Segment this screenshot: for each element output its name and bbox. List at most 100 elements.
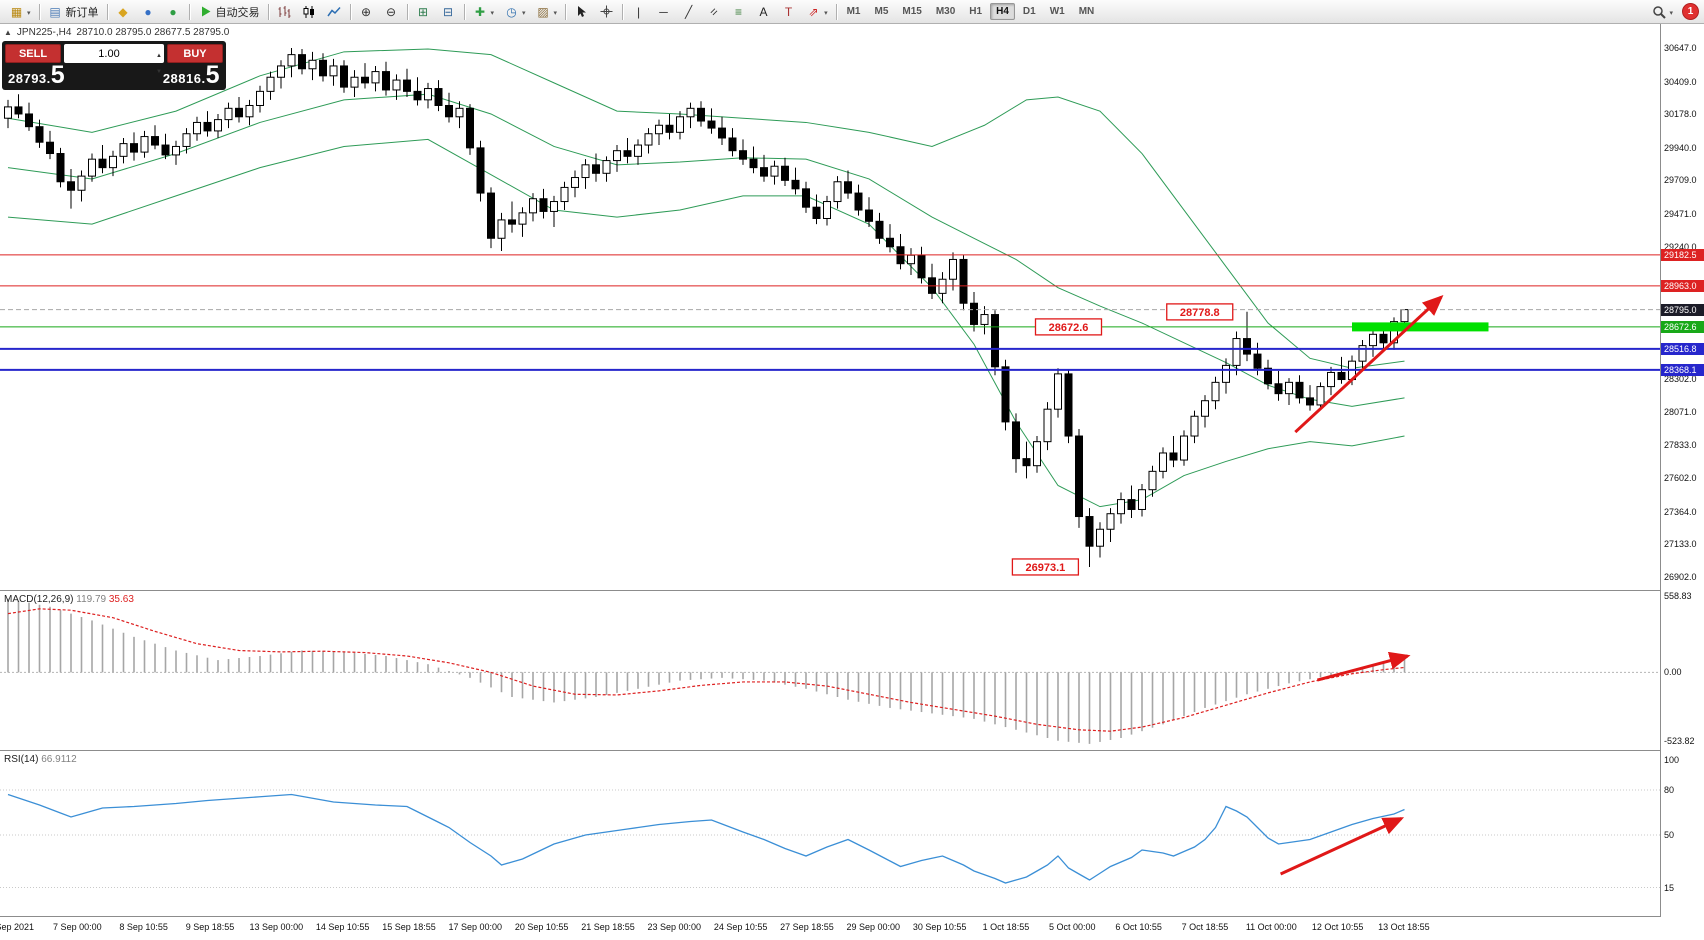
notification-badge[interactable]: 1 [1683, 4, 1698, 19]
timeframe-D1[interactable]: D1 [1022, 6, 1036, 17]
timeframe-M30[interactable]: M30 [935, 6, 956, 17]
price-axis-label: 28302.0 [1664, 374, 1697, 385]
templates-icon: ▨ [537, 4, 549, 19]
horizontal-levels[interactable] [0, 254, 1660, 371]
zoom-in-button[interactable]: ⊕ [354, 2, 379, 21]
volume-decrease-button[interactable] [156, 61, 162, 77]
mql5-button[interactable]: ◆ [111, 2, 136, 21]
time-axis-label: 15 Sep 18:55 [382, 922, 436, 932]
tile-windows-button[interactable]: ⊞ [411, 2, 436, 21]
buy-price-display[interactable]: 28816. 5 [163, 62, 220, 87]
svg-text:28672.6: 28672.6 [1049, 322, 1089, 334]
market-icon: ● [169, 4, 177, 19]
chevron-down-icon [554, 6, 558, 18]
macd-axis-label: 558.83 [1664, 591, 1692, 601]
trendline-icon: ╱ [684, 4, 693, 19]
candlestick-button[interactable] [297, 2, 322, 21]
quote-prices: 28793. 5 28816. 5 [5, 62, 223, 87]
chevron-down-icon [1669, 6, 1673, 18]
main-chart-area[interactable]: 28672.6 28778.8 26973.1 JPN225-,H4 28710.0… [0, 24, 1660, 590]
price-annotation-label[interactable]: 28672.6 [1034, 318, 1103, 336]
crosshair-icon [599, 4, 614, 19]
macd-panel[interactable]: MACD(12,26,9) 119.79 35.63 [0, 592, 1660, 748]
rsi-axis-label: 100 [1664, 755, 1680, 765]
vertical-line-button[interactable]: | [626, 2, 651, 21]
time-axis-label: 23 Sep 00:00 [647, 922, 702, 932]
zoom-out-button[interactable]: ⊖ [379, 2, 404, 21]
sell-price-display[interactable]: 28793. 5 [8, 62, 65, 87]
line-chart-button[interactable] [322, 2, 347, 21]
timeframe-MN[interactable]: MN [1078, 6, 1095, 17]
macd-histogram [7, 598, 1406, 744]
volume-field[interactable] [64, 44, 164, 63]
charts-menu-button[interactable]: ▦ [4, 2, 36, 21]
panel-separator[interactable] [0, 750, 1704, 751]
volume-increase-button[interactable] [156, 45, 162, 61]
timeframe-H1[interactable]: H1 [969, 6, 983, 17]
sell-button[interactable]: SELL [5, 44, 61, 63]
trade-panel-collapse-button[interactable] [4, 27, 12, 38]
price-axis-label: 27364.0 [1664, 506, 1697, 517]
periods-button[interactable]: ◷ [499, 2, 531, 21]
new-order-button[interactable]: ▤ 新订单 [43, 2, 104, 22]
toolbar-separator [267, 3, 269, 20]
community-button[interactable]: ● [136, 2, 161, 21]
highlight-zone[interactable] [1352, 322, 1489, 332]
time-axis[interactable]: 3 Sep 2021 7 Sep 00:00 8 Sep 10:55 9 Sep 18… [0, 917, 1704, 940]
trend-arrow[interactable] [1316, 651, 1411, 682]
horizontal-line-button[interactable]: ─ [651, 2, 676, 21]
time-axis-label: 29 Sep 00:00 [846, 922, 901, 932]
time-axis-label: 7 Sep 00:00 [53, 922, 102, 932]
trend-arrow[interactable] [1294, 294, 1444, 434]
timeframe-M1[interactable]: M1 [846, 6, 861, 17]
price-tag-28368.1: 28368.1 [1661, 363, 1704, 376]
mql5-icon: ◆ [118, 4, 128, 19]
autotrading-button[interactable]: 自动交易 [193, 2, 265, 22]
rsi-svg[interactable] [0, 752, 1660, 915]
cascade-windows-button[interactable]: ⊟ [436, 2, 461, 21]
arrows-button[interactable]: ⇗ [801, 2, 833, 21]
price-annotation-label[interactable]: 26973.1 [1011, 558, 1080, 576]
trendline-button[interactable]: ╱ [676, 2, 701, 21]
timeframe-M5[interactable]: M5 [874, 6, 889, 17]
indicators-button[interactable]: ✚ [468, 2, 500, 21]
timeframe-H4[interactable]: H4 [990, 3, 1015, 20]
panel-separator[interactable] [0, 590, 1704, 591]
label-button[interactable]: T [776, 2, 801, 21]
arrows-icon: ⇗ [808, 4, 819, 19]
timeframe-W1[interactable]: W1 [1049, 6, 1065, 17]
rsi-panel[interactable]: RSI(14) 66.9112 [0, 752, 1660, 915]
channel-button[interactable]: = [701, 2, 726, 21]
rsi-axis-label: 80 [1664, 785, 1675, 795]
time-axis-label: 17 Sep 00:00 [448, 922, 503, 932]
price-axis[interactable]: 30647.0 30409.0 30178.0 29940.0 29709.0 29471… [1660, 24, 1704, 917]
main-chart-svg[interactable]: 28672.6 28778.8 26973.1 [0, 24, 1660, 590]
text-button[interactable]: A [751, 2, 776, 21]
panel-separator [0, 916, 1704, 917]
bollinger-middle [7, 93, 1405, 407]
volume-input[interactable] [64, 46, 164, 61]
cursor-button[interactable] [569, 2, 594, 21]
macd-svg[interactable] [0, 592, 1660, 748]
price-tag-29182.5: 29182.5 [1661, 248, 1704, 261]
line-chart-icon [327, 4, 342, 19]
trend-arrow[interactable] [1279, 817, 1405, 876]
crosshair-button[interactable] [594, 2, 619, 21]
timeframe-M15[interactable]: M15 [902, 6, 922, 17]
macd-axis-label: -523.82 [1664, 736, 1695, 746]
macd-title: MACD(12,26,9) [4, 594, 74, 605]
buy-button[interactable]: BUY [167, 44, 223, 63]
market-button[interactable]: ● [161, 2, 186, 21]
time-axis-label: 20 Sep 10:55 [514, 922, 569, 932]
fibonacci-button[interactable]: ≡ [726, 2, 751, 21]
time-axis-label: 1 Oct 18:55 [982, 922, 1030, 932]
templates-button[interactable]: ▨ [531, 2, 563, 21]
periods-icon: ◷ [506, 4, 517, 19]
fibonacci-icon: ≡ [735, 4, 743, 19]
search-button[interactable] [1646, 2, 1678, 21]
chevron-down-icon [27, 6, 31, 18]
time-axis-label: 13 Oct 18:55 [1378, 922, 1430, 932]
bar-chart-button[interactable] [272, 2, 297, 21]
price-annotation-label[interactable]: 28778.8 [1166, 303, 1234, 321]
charts-menu-icon: ▦ [10, 4, 23, 19]
